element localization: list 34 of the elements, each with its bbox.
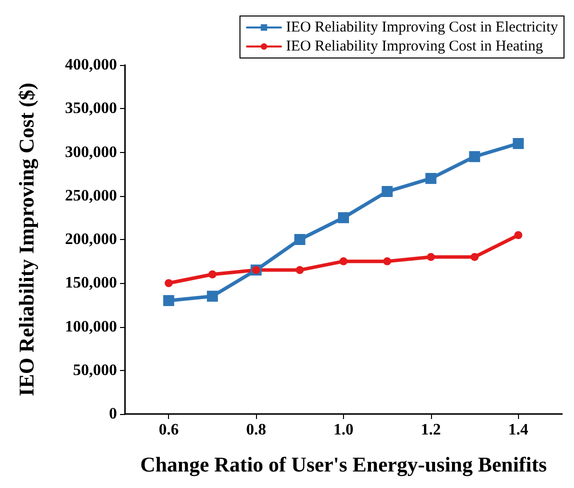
point: [164, 279, 173, 288]
y-tick-label: 300,000: [65, 144, 117, 161]
point: [514, 231, 522, 240]
point: [338, 212, 349, 224]
y-tick-label: 250,000: [65, 187, 117, 204]
point: [294, 234, 306, 245]
y-tick-label: 200,000: [65, 231, 117, 248]
point: [383, 257, 392, 266]
x-tick-label: 1.2: [420, 422, 441, 438]
point: [382, 186, 393, 198]
y-tick-label: 150,000: [65, 274, 117, 292]
point: [470, 252, 479, 261]
y-tick-label: 50,000: [73, 362, 117, 379]
y-tick-label: 400,000: [65, 56, 117, 74]
legend-label: IEO Reliability Improving Cost in Electricity: [286, 20, 558, 36]
y-tick-label: 100,000: [65, 318, 117, 336]
point: [208, 270, 216, 278]
point: [426, 252, 435, 261]
x-tick-label: 0.8: [246, 422, 266, 438]
y-tick-label: 0: [109, 406, 117, 422]
point: [469, 151, 480, 162]
x-tick-label: 0.6: [158, 422, 179, 438]
point: [163, 295, 174, 306]
x-tick-label: 1.4: [508, 422, 528, 438]
point: [512, 138, 524, 150]
legend-label: IEO Reliability Improving Cost in Heating: [286, 38, 544, 54]
point: [206, 290, 218, 302]
point: [340, 257, 348, 266]
point: [425, 172, 436, 184]
point: [296, 266, 304, 274]
y-axis-title: IEO Reliability Improving Cost ($): [14, 82, 38, 396]
y-tick-label: 350,000: [65, 100, 117, 118]
x-axis-title: Change Ratio of User's Energy-using Benifits: [140, 452, 547, 476]
x-tick-label: 1.0: [334, 422, 354, 438]
